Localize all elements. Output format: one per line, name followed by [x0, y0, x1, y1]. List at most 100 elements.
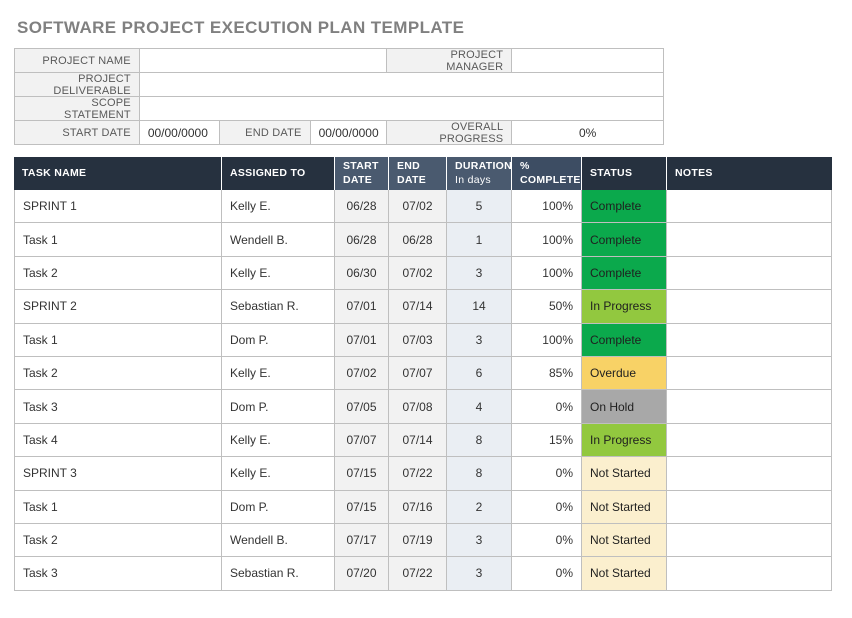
- cell-assigned-to[interactable]: Dom P.: [221, 390, 334, 423]
- cell-assigned-to[interactable]: Kelly E.: [221, 356, 334, 390]
- cell-task-name[interactable]: Task 1: [15, 223, 221, 256]
- cell-duration[interactable]: 3: [446, 523, 511, 557]
- cell-task-name[interactable]: Task 1: [15, 490, 221, 523]
- cell-assigned-to[interactable]: Kelly E.: [221, 256, 334, 290]
- cell-start-date[interactable]: 07/20: [334, 557, 388, 590]
- cell-assigned-to[interactable]: Dom P.: [221, 323, 334, 356]
- cell-end-date[interactable]: 07/08: [388, 390, 446, 423]
- cell-pct-complete[interactable]: 85%: [511, 356, 581, 390]
- cell-end-date[interactable]: 07/22: [388, 557, 446, 590]
- cell-duration[interactable]: 3: [446, 323, 511, 356]
- cell-duration[interactable]: 8: [446, 457, 511, 490]
- cell-start-date[interactable]: 07/01: [334, 323, 388, 356]
- cell-pct-complete[interactable]: 0%: [511, 490, 581, 523]
- cell-pct-complete[interactable]: 0%: [511, 557, 581, 590]
- cell-pct-complete[interactable]: 0%: [511, 390, 581, 423]
- cell-notes[interactable]: [666, 390, 831, 423]
- cell-pct-complete[interactable]: 100%: [511, 223, 581, 256]
- cell-duration[interactable]: 4: [446, 390, 511, 423]
- cell-notes[interactable]: [666, 356, 831, 390]
- project-name-value[interactable]: [139, 49, 388, 73]
- cell-assigned-to[interactable]: Kelly E.: [221, 190, 334, 223]
- project-deliverable-value[interactable]: [139, 73, 664, 97]
- cell-task-name[interactable]: Task 2: [15, 256, 221, 290]
- cell-notes[interactable]: [666, 323, 831, 356]
- cell-pct-complete[interactable]: 100%: [511, 190, 581, 223]
- cell-start-date[interactable]: 07/17: [334, 523, 388, 557]
- cell-duration[interactable]: 8: [446, 423, 511, 457]
- start-date-value[interactable]: 00/00/0000: [139, 121, 220, 145]
- cell-start-date[interactable]: 06/28: [334, 223, 388, 256]
- cell-duration[interactable]: 6: [446, 356, 511, 390]
- cell-start-date[interactable]: 07/05: [334, 390, 388, 423]
- cell-notes[interactable]: [666, 523, 831, 557]
- cell-status[interactable]: Not Started: [581, 490, 666, 523]
- cell-start-date[interactable]: 07/15: [334, 490, 388, 523]
- cell-assigned-to[interactable]: Wendell B.: [221, 523, 334, 557]
- cell-status[interactable]: Complete: [581, 323, 666, 356]
- cell-duration[interactable]: 2: [446, 490, 511, 523]
- cell-notes[interactable]: [666, 423, 831, 457]
- cell-assigned-to[interactable]: Kelly E.: [221, 423, 334, 457]
- cell-notes[interactable]: [666, 457, 831, 490]
- cell-pct-complete[interactable]: 100%: [511, 256, 581, 290]
- cell-end-date[interactable]: 07/02: [388, 256, 446, 290]
- end-date-value[interactable]: 00/00/0000: [310, 121, 388, 145]
- cell-end-date[interactable]: 07/02: [388, 190, 446, 223]
- cell-notes[interactable]: [666, 256, 831, 290]
- cell-duration[interactable]: 5: [446, 190, 511, 223]
- cell-task-name[interactable]: SPRINT 1: [15, 190, 221, 223]
- cell-status[interactable]: Not Started: [581, 557, 666, 590]
- cell-status[interactable]: Not Started: [581, 523, 666, 557]
- cell-assigned-to[interactable]: Wendell B.: [221, 223, 334, 256]
- cell-status[interactable]: Overdue: [581, 356, 666, 390]
- cell-start-date[interactable]: 07/02: [334, 356, 388, 390]
- cell-duration[interactable]: 3: [446, 557, 511, 590]
- cell-pct-complete[interactable]: 0%: [511, 457, 581, 490]
- cell-task-name[interactable]: Task 3: [15, 390, 221, 423]
- scope-statement-value[interactable]: [139, 97, 664, 121]
- cell-assigned-to[interactable]: Kelly E.: [221, 457, 334, 490]
- cell-notes[interactable]: [666, 290, 831, 323]
- cell-task-name[interactable]: SPRINT 2: [15, 290, 221, 323]
- cell-pct-complete[interactable]: 15%: [511, 423, 581, 457]
- cell-assigned-to[interactable]: Sebastian R.: [221, 557, 334, 590]
- cell-start-date[interactable]: 07/15: [334, 457, 388, 490]
- cell-start-date[interactable]: 07/01: [334, 290, 388, 323]
- cell-notes[interactable]: [666, 190, 831, 223]
- cell-status[interactable]: Complete: [581, 190, 666, 223]
- cell-duration[interactable]: 14: [446, 290, 511, 323]
- cell-end-date[interactable]: 06/28: [388, 223, 446, 256]
- cell-pct-complete[interactable]: 50%: [511, 290, 581, 323]
- cell-task-name[interactable]: Task 2: [15, 356, 221, 390]
- cell-pct-complete[interactable]: 0%: [511, 523, 581, 557]
- project-manager-value[interactable]: [512, 49, 664, 73]
- cell-status[interactable]: Complete: [581, 223, 666, 256]
- cell-assigned-to[interactable]: Dom P.: [221, 490, 334, 523]
- cell-start-date[interactable]: 06/30: [334, 256, 388, 290]
- cell-task-name[interactable]: Task 4: [15, 423, 221, 457]
- cell-end-date[interactable]: 07/07: [388, 356, 446, 390]
- cell-notes[interactable]: [666, 557, 831, 590]
- overall-progress-value[interactable]: 0%: [512, 121, 665, 145]
- cell-status[interactable]: On Hold: [581, 390, 666, 423]
- cell-task-name[interactable]: Task 1: [15, 323, 221, 356]
- cell-notes[interactable]: [666, 490, 831, 523]
- cell-end-date[interactable]: 07/03: [388, 323, 446, 356]
- cell-end-date[interactable]: 07/19: [388, 523, 446, 557]
- cell-start-date[interactable]: 06/28: [334, 190, 388, 223]
- cell-status[interactable]: Not Started: [581, 457, 666, 490]
- cell-end-date[interactable]: 07/16: [388, 490, 446, 523]
- cell-duration[interactable]: 3: [446, 256, 511, 290]
- cell-assigned-to[interactable]: Sebastian R.: [221, 290, 334, 323]
- cell-status[interactable]: Complete: [581, 256, 666, 290]
- cell-end-date[interactable]: 07/22: [388, 457, 446, 490]
- cell-pct-complete[interactable]: 100%: [511, 323, 581, 356]
- cell-duration[interactable]: 1: [446, 223, 511, 256]
- cell-task-name[interactable]: SPRINT 3: [15, 457, 221, 490]
- cell-end-date[interactable]: 07/14: [388, 290, 446, 323]
- cell-end-date[interactable]: 07/14: [388, 423, 446, 457]
- cell-status[interactable]: In Progress: [581, 423, 666, 457]
- cell-notes[interactable]: [666, 223, 831, 256]
- cell-start-date[interactable]: 07/07: [334, 423, 388, 457]
